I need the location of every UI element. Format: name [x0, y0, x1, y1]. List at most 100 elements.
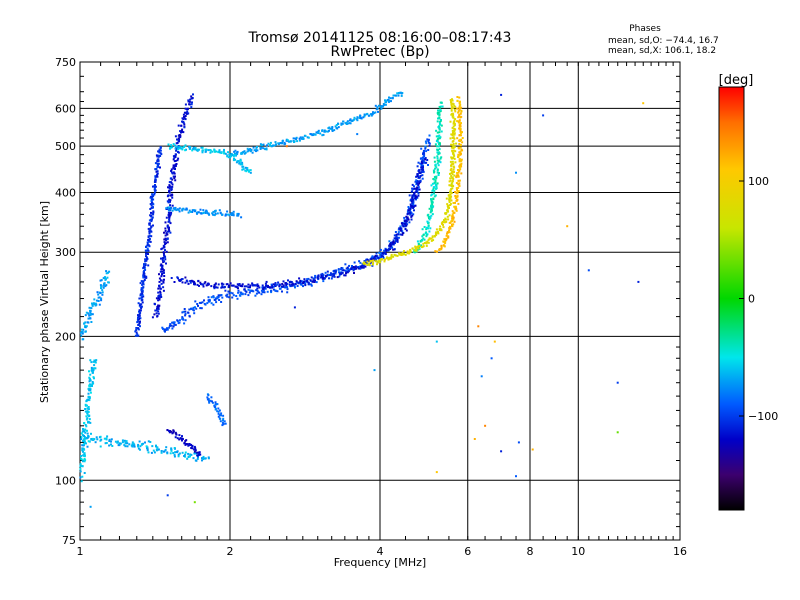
echo-point [282, 285, 285, 288]
echo-point [160, 153, 163, 156]
echo-point [214, 210, 217, 213]
echo-point [203, 282, 206, 285]
echo-point [440, 246, 443, 249]
echo-point [387, 98, 390, 101]
echo-point [363, 260, 366, 263]
echo-point [432, 188, 435, 191]
echo-point [89, 383, 91, 386]
echo-point [315, 281, 318, 284]
echo-point [416, 182, 419, 185]
echo-point [427, 149, 430, 151]
x-tick-label: 6 [464, 545, 471, 558]
echo-point [84, 408, 87, 410]
echo-point [371, 255, 374, 258]
echo-point [191, 445, 194, 448]
echo-point [517, 441, 520, 444]
echo-point [420, 157, 423, 160]
echo-point [247, 148, 250, 151]
echo-point [208, 213, 211, 216]
echo-point [174, 436, 177, 439]
echo-point [150, 199, 153, 202]
echo-point [411, 205, 413, 208]
echo-point [425, 142, 428, 145]
echo-point [456, 172, 459, 174]
echo-point [143, 270, 145, 273]
echo-point [251, 151, 254, 154]
echo-point [299, 136, 302, 139]
echo-point [420, 238, 423, 241]
echo-point [452, 223, 455, 226]
echo-point [440, 248, 443, 251]
echo-point [444, 242, 447, 245]
echo-point [151, 201, 153, 204]
echo-point [145, 276, 148, 279]
echo-point [450, 188, 453, 190]
echo-point [168, 324, 171, 327]
echo-point [267, 284, 269, 287]
echo-point [147, 240, 150, 243]
echo-point [435, 166, 438, 169]
echo-point [455, 142, 458, 145]
echo-point [255, 150, 257, 153]
echo-point [87, 421, 90, 424]
echo-point [449, 169, 452, 172]
echo-point [310, 276, 313, 279]
echo-point [440, 222, 443, 225]
echo-point [405, 224, 408, 227]
echo-point [173, 177, 176, 180]
echo-point [79, 463, 82, 466]
echo-point [339, 268, 342, 271]
echo-point [458, 127, 461, 130]
echo-point [99, 445, 102, 448]
echo-point [325, 130, 328, 133]
echo-point [82, 429, 85, 432]
echo-point [156, 158, 159, 161]
echo-point [159, 290, 162, 293]
echo-point [175, 451, 178, 453]
echo-point [427, 164, 429, 166]
echo-point [87, 411, 90, 413]
echo-point [373, 256, 376, 259]
echo-point [400, 254, 403, 256]
echo-point [152, 211, 155, 214]
echo-point [207, 212, 210, 215]
echo-point [284, 142, 287, 145]
echo-point [181, 281, 184, 284]
echo-point [187, 211, 190, 214]
echo-point [156, 314, 159, 317]
echo-point [440, 105, 443, 108]
echo-point [184, 115, 187, 117]
x-tick-label: 8 [527, 545, 534, 558]
echo-point [404, 228, 407, 230]
echo-point [331, 127, 334, 130]
echo-point [89, 359, 92, 362]
echo-point [451, 180, 454, 182]
echo-point [156, 160, 159, 163]
echo-point [384, 258, 386, 261]
echo-point [185, 208, 188, 211]
echo-point [346, 271, 349, 274]
echo-point [166, 195, 169, 198]
echo-point [269, 144, 272, 147]
echo-point [431, 193, 434, 196]
echo-point [421, 246, 423, 249]
echo-point [119, 442, 122, 445]
echo-point [446, 209, 449, 212]
echo-point [157, 295, 160, 298]
echo-point [153, 193, 156, 196]
echo-point [438, 128, 441, 131]
echo-point [353, 116, 356, 119]
echo-point [171, 172, 174, 175]
echo-point [437, 174, 440, 176]
echo-point [176, 138, 178, 141]
echo-point [376, 255, 379, 258]
echo-point [166, 230, 169, 233]
echo-point [212, 210, 215, 213]
echo-point [440, 101, 443, 104]
echo-point [458, 179, 461, 182]
echo-points [79, 91, 645, 508]
echo-point [392, 94, 395, 97]
echo-point [266, 144, 268, 147]
echo-point [409, 203, 412, 206]
echo-point [421, 167, 424, 170]
